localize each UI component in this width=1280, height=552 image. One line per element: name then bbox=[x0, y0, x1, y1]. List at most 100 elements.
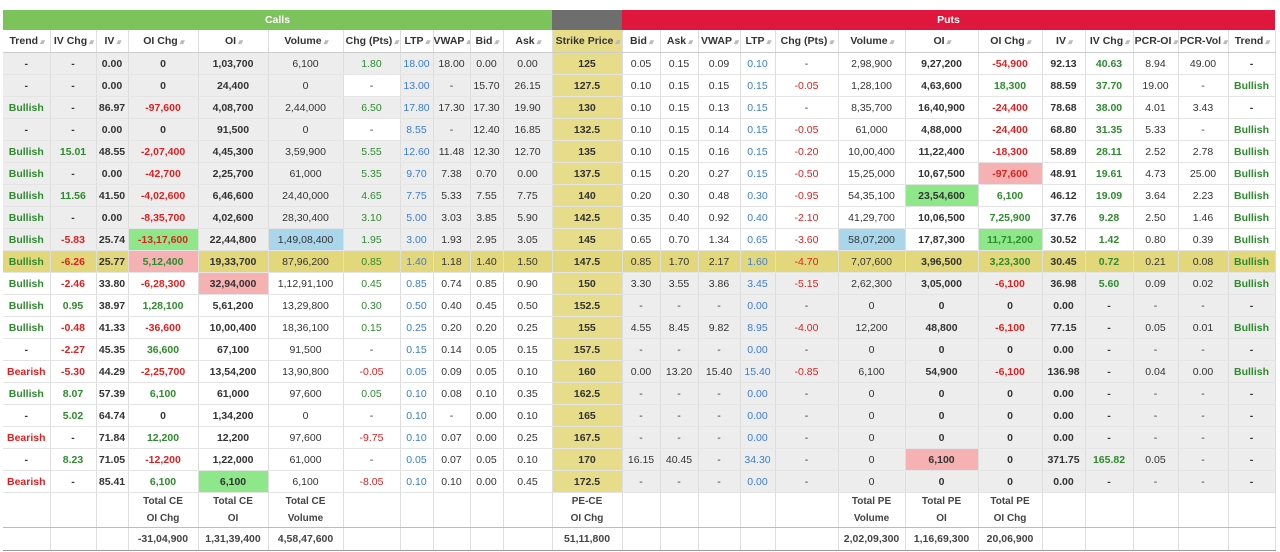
cell: 16.85 bbox=[503, 118, 553, 141]
column-header[interactable]: IV Chg bbox=[50, 30, 97, 53]
column-header[interactable]: IV bbox=[1042, 30, 1086, 53]
cell: 0.00 bbox=[1042, 294, 1086, 317]
column-header[interactable]: Chg (Pts) bbox=[775, 30, 839, 53]
column-header[interactable]: OI bbox=[905, 30, 979, 53]
cell: -0.05 bbox=[343, 360, 401, 383]
column-header[interactable]: VWAP bbox=[698, 30, 741, 53]
footer-label bbox=[50, 492, 97, 528]
cell: Bullish bbox=[3, 316, 51, 339]
cell: -0.95 bbox=[775, 184, 839, 207]
cell: 0.90 bbox=[503, 272, 553, 295]
cell: 4,08,700 bbox=[198, 96, 269, 119]
footer-label bbox=[622, 492, 661, 528]
cell: 58.89 bbox=[1042, 140, 1086, 163]
cell: Bearish bbox=[3, 360, 51, 383]
footer-label bbox=[775, 492, 839, 528]
cell: 0.85 bbox=[343, 250, 401, 273]
cell: 0.15 bbox=[740, 96, 776, 119]
cell: -3.60 bbox=[775, 228, 839, 251]
cell: 19,33,700 bbox=[198, 250, 269, 273]
column-header[interactable]: IV Chg bbox=[1085, 30, 1134, 53]
footer-label: Total PE OI bbox=[905, 492, 979, 528]
column-header[interactable]: Trend bbox=[1228, 30, 1276, 53]
strike-price: 165 bbox=[552, 404, 623, 427]
cell: 0 bbox=[905, 404, 979, 427]
cell: - bbox=[1178, 74, 1229, 97]
cell: 0.10 bbox=[400, 470, 434, 493]
column-header[interactable]: PCR-Vol bbox=[1178, 30, 1229, 53]
cell: 17.30 bbox=[433, 96, 471, 119]
cell: 4,02,600 bbox=[198, 206, 269, 229]
cell: 0.10 bbox=[622, 96, 661, 119]
cell: 0 bbox=[268, 404, 344, 427]
cell: -18,300 bbox=[978, 140, 1043, 163]
strike-price: 152.5 bbox=[552, 294, 623, 317]
cell: 15.40 bbox=[698, 360, 741, 383]
column-header[interactable]: OI Chg bbox=[978, 30, 1043, 53]
cell: 13.20 bbox=[660, 360, 699, 383]
column-header[interactable]: Ask bbox=[660, 30, 699, 53]
strike-price: 125 bbox=[552, 52, 623, 75]
cell: - bbox=[698, 448, 741, 471]
cell: Bullish bbox=[1228, 184, 1276, 207]
cell: 48.91 bbox=[1042, 162, 1086, 185]
cell: 0.00 bbox=[740, 404, 776, 427]
footer-label: Total CE OI Chg bbox=[128, 492, 199, 528]
column-header[interactable]: Volume bbox=[268, 30, 344, 53]
footer-label: Total CE OI bbox=[198, 492, 269, 528]
cell: - bbox=[698, 382, 741, 405]
cell: 71.05 bbox=[96, 448, 129, 471]
cell: 2,25,700 bbox=[198, 162, 269, 185]
cell: 32,94,000 bbox=[198, 272, 269, 295]
cell: 0.00 bbox=[1042, 470, 1086, 493]
column-header[interactable]: OI Chg bbox=[128, 30, 199, 53]
column-header[interactable]: PCR-OI bbox=[1133, 30, 1179, 53]
column-header[interactable]: Trend bbox=[3, 30, 51, 53]
column-header[interactable]: Chg (Pts) bbox=[343, 30, 401, 53]
column-header[interactable]: OI bbox=[198, 30, 269, 53]
cell: 7.55 bbox=[470, 184, 504, 207]
column-header[interactable]: Strike Price bbox=[552, 30, 623, 53]
cell: 13,90,800 bbox=[268, 360, 344, 383]
cell: 2.23 bbox=[1178, 184, 1229, 207]
cell: 0.85 bbox=[470, 272, 504, 295]
cell: - bbox=[1133, 470, 1179, 493]
column-header[interactable]: Volume bbox=[838, 30, 906, 53]
cell: 31.35 bbox=[1085, 118, 1134, 141]
cell: 0.05 bbox=[470, 448, 504, 471]
cell: 4,88,000 bbox=[905, 118, 979, 141]
cell: 11.56 bbox=[50, 184, 97, 207]
cell: - bbox=[622, 294, 661, 317]
cell: Bullish bbox=[1228, 118, 1276, 141]
cell: 3,05,000 bbox=[905, 272, 979, 295]
column-header[interactable]: Bid bbox=[470, 30, 504, 53]
footer-label-line: OI Chg bbox=[570, 513, 604, 524]
cell: 57.39 bbox=[96, 382, 129, 405]
footer-label-line: Volume bbox=[287, 513, 324, 524]
cell: 0.25 bbox=[400, 316, 434, 339]
cell: - bbox=[1178, 338, 1229, 361]
column-header[interactable]: VWAP bbox=[433, 30, 471, 53]
cell: 0 bbox=[905, 426, 979, 449]
cell: - bbox=[50, 162, 97, 185]
cell: 1,03,700 bbox=[198, 52, 269, 75]
cell: 45.35 bbox=[96, 338, 129, 361]
cell: 8.95 bbox=[740, 316, 776, 339]
column-header[interactable]: LTP bbox=[400, 30, 434, 53]
cell: - bbox=[775, 294, 839, 317]
strike-header-band bbox=[552, 10, 623, 30]
column-header[interactable]: IV bbox=[96, 30, 129, 53]
cell: 1.46 bbox=[1178, 206, 1229, 229]
cell: 0.10 bbox=[400, 404, 434, 427]
column-header[interactable]: LTP bbox=[740, 30, 776, 53]
cell: -0.20 bbox=[775, 140, 839, 163]
cell: - bbox=[775, 96, 839, 119]
cell: 2.52 bbox=[1133, 140, 1179, 163]
cell: -24,400 bbox=[978, 118, 1043, 141]
cell: 12.70 bbox=[503, 140, 553, 163]
cell: 11,71,200 bbox=[978, 228, 1043, 251]
column-header[interactable]: Bid bbox=[622, 30, 661, 53]
column-header[interactable]: Ask bbox=[503, 30, 553, 53]
cell: - bbox=[1133, 404, 1179, 427]
